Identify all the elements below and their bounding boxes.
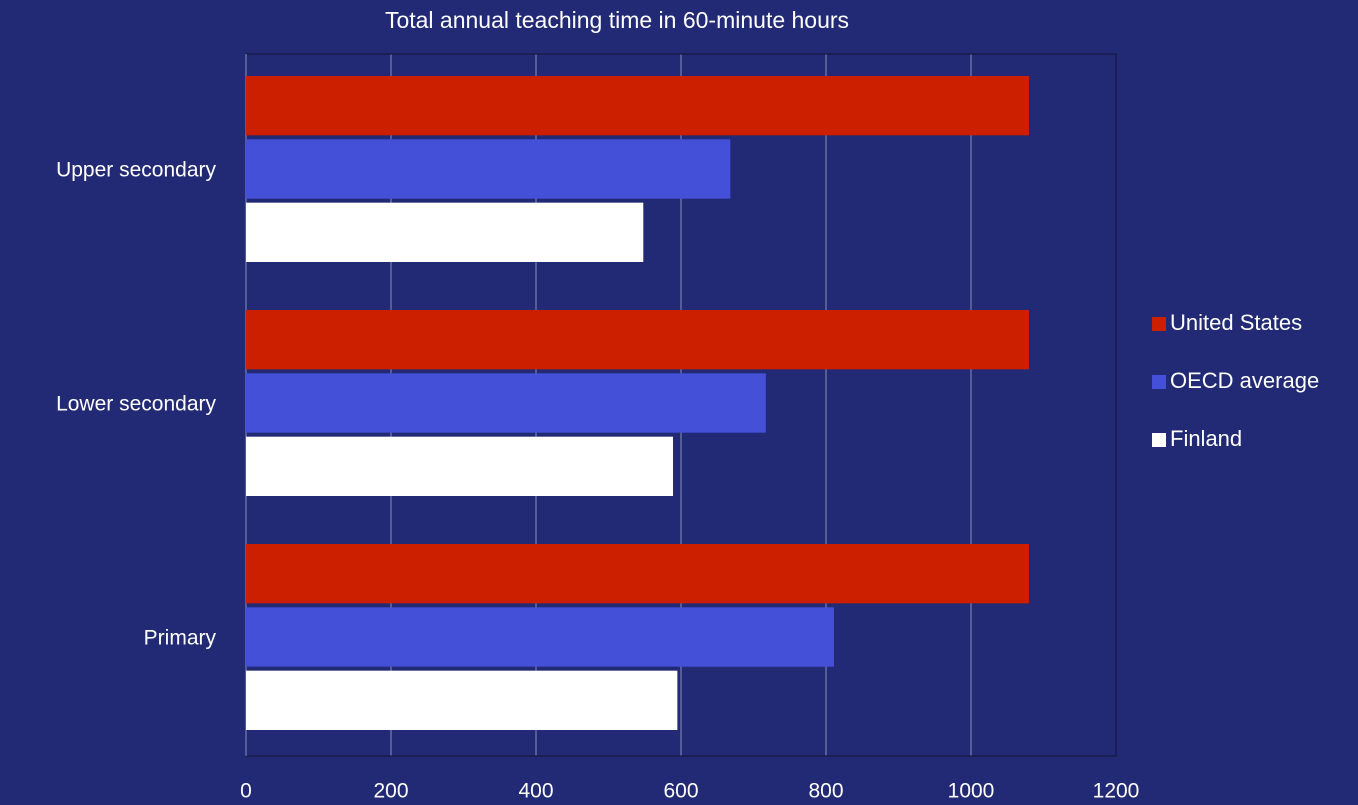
legend-swatch [1152,375,1166,389]
x-tick-label: 600 [663,780,698,803]
y-tick-label: Lower secondary [56,393,216,416]
chart-title: Total annual teaching time in 60-minute … [385,7,849,33]
x-tick-label: 800 [808,780,843,803]
legend-label: United States [1170,310,1302,335]
legend-swatch [1152,317,1166,331]
x-tick-label: 400 [518,780,553,803]
bar [246,202,644,262]
legend-label: Finland [1170,426,1242,451]
x-tick-label: 1200 [1093,780,1140,803]
x-tick-label: 0 [240,780,252,803]
bar [246,544,1029,604]
y-tick-label: Primary [144,627,217,650]
bar [246,373,766,433]
bar [246,436,674,496]
y-tick-label: Upper secondary [56,159,216,182]
bar [246,607,834,667]
bar [246,139,731,199]
bar [246,310,1029,370]
bar [246,76,1029,136]
legend-swatch [1152,433,1166,447]
bar [246,670,678,730]
x-tick-label: 1000 [948,780,995,803]
legend-label: OECD average [1170,368,1319,393]
x-tick-label: 200 [373,780,408,803]
